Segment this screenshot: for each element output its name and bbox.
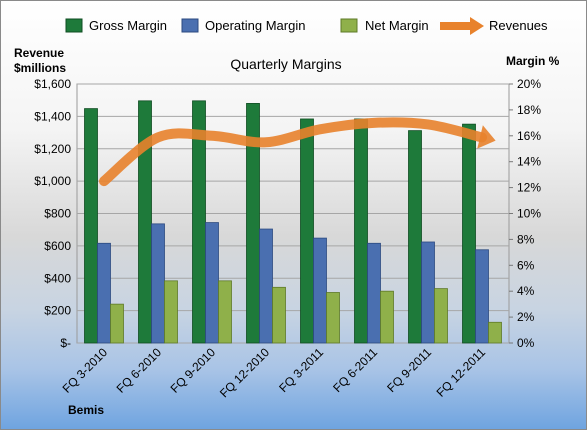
x-tick-label: FQ 3-2010 bbox=[60, 345, 111, 396]
bar-gross-margin bbox=[192, 100, 206, 344]
x-tick-label: FQ 12-2010 bbox=[217, 345, 272, 400]
bar-operating-margin bbox=[205, 222, 219, 344]
bar-net-margin bbox=[164, 280, 178, 344]
company-label: Bemis bbox=[68, 403, 104, 417]
right-tick-label: 8% bbox=[517, 232, 535, 246]
bar-operating-margin bbox=[97, 242, 111, 344]
left-tick-label: $400 bbox=[44, 271, 71, 285]
bar-operating-margin bbox=[421, 241, 435, 344]
revenues-line bbox=[99, 117, 487, 187]
left-tick-label: $1,000 bbox=[34, 174, 71, 188]
bar-gross-margin bbox=[408, 130, 422, 344]
bar-gross-margin bbox=[246, 103, 260, 344]
bar-net-margin bbox=[380, 290, 394, 344]
left-axis-title-line1: Revenue bbox=[14, 46, 64, 60]
bar-net-margin bbox=[110, 303, 124, 344]
bar-net-margin bbox=[326, 292, 340, 344]
x-tick-label: FQ 3-2011 bbox=[276, 345, 326, 395]
chart-title: Quarterly Margins bbox=[230, 56, 341, 72]
bar-net-margin bbox=[488, 321, 502, 344]
right-tick-label: 16% bbox=[517, 129, 541, 143]
bar-operating-margin bbox=[367, 242, 381, 344]
left-tick-label: $800 bbox=[44, 207, 71, 221]
legend-swatch-revenues bbox=[440, 17, 484, 35]
legend-label-revenues: Revenues bbox=[489, 18, 548, 33]
left-tick-label: $1,400 bbox=[34, 109, 71, 123]
bar-operating-margin bbox=[475, 249, 489, 344]
right-tick-label: 10% bbox=[517, 207, 541, 221]
legend-label-operating-margin: Operating Margin bbox=[205, 18, 305, 33]
right-tick-label: 6% bbox=[517, 258, 535, 272]
legend: Gross Margin Operating Margin Net Margin… bbox=[65, 17, 548, 35]
left-axis-title-line2: $millions bbox=[14, 61, 66, 75]
legend-swatch-gross-margin bbox=[65, 18, 83, 33]
right-tick-label: 18% bbox=[517, 103, 541, 117]
x-tick-label: FQ 12-2011 bbox=[434, 345, 489, 400]
legend-label-gross-margin: Gross Margin bbox=[89, 18, 167, 33]
revenues-arrowhead bbox=[477, 125, 496, 149]
legend-swatch-operating-margin bbox=[181, 18, 199, 33]
legend-label-net-margin: Net Margin bbox=[365, 18, 429, 33]
bar-gross-margin bbox=[462, 123, 476, 344]
right-tick-label: 0% bbox=[517, 336, 535, 350]
plot-area: $- $200 $400 $600 $800 $1,000 $1,200 $1,400 $1,6… bbox=[34, 77, 541, 400]
left-tick-label: $1,200 bbox=[34, 142, 71, 156]
right-tick-label: 4% bbox=[517, 284, 535, 298]
right-tick-label: 20% bbox=[517, 77, 541, 91]
bar-operating-margin bbox=[151, 223, 165, 344]
x-tick-label: FQ 9-2011 bbox=[384, 345, 434, 395]
bar-net-margin bbox=[218, 280, 232, 344]
right-axis-title: Margin % bbox=[506, 54, 560, 68]
left-tick-label: $600 bbox=[44, 239, 71, 253]
right-tick-label: 2% bbox=[517, 310, 535, 324]
bar-operating-margin bbox=[313, 237, 327, 344]
x-tick-label: FQ 9-2010 bbox=[168, 345, 219, 396]
x-tick-label: FQ 6-2011 bbox=[330, 345, 380, 395]
left-tick-label: $1,600 bbox=[34, 77, 71, 91]
bar-gross-margin bbox=[138, 100, 152, 344]
bar-net-margin bbox=[272, 286, 286, 344]
right-tick-label: 12% bbox=[517, 181, 541, 195]
legend-swatch-net-margin bbox=[340, 18, 358, 33]
left-tick-label: $200 bbox=[44, 304, 71, 318]
right-tick-label: 14% bbox=[517, 155, 541, 169]
bar-gross-margin bbox=[300, 118, 314, 344]
bar-gross-margin bbox=[354, 118, 368, 344]
bar-operating-margin bbox=[259, 228, 273, 344]
bar-net-margin bbox=[434, 288, 448, 344]
x-tick-label: FQ 6-2010 bbox=[114, 345, 165, 396]
bar-gross-margin bbox=[84, 108, 98, 344]
left-tick-label: $- bbox=[60, 336, 71, 350]
